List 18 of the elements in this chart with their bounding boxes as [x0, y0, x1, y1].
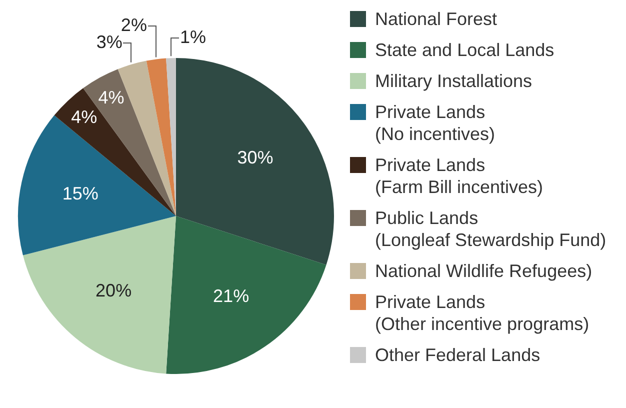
legend-label: Private Lands (Farm Bill incentives)	[375, 154, 544, 198]
legend-label: National Wildlife Refugees)	[375, 260, 592, 282]
legend-label: Private Lands (No incentives)	[375, 101, 496, 145]
data-label: 4%	[71, 107, 98, 128]
data-label: 20%	[96, 280, 132, 300]
legend-label: Private Lands (Other incentive programs)	[375, 291, 590, 335]
data-label: 4%	[98, 87, 124, 108]
legend-label: National Forest	[375, 8, 498, 30]
data-label: 30%	[237, 147, 274, 168]
data-label: 2%	[120, 14, 147, 35]
legend-label: Public Lands (Longleaf Stewardship Fund)	[375, 207, 606, 251]
data-label: 1%	[180, 26, 206, 47]
legend-label: Military Installations	[375, 70, 532, 92]
data-label: 15%	[62, 184, 98, 204]
data-label: 21%	[213, 286, 250, 306]
legend-label: State and Local Lands	[375, 39, 554, 61]
legend-label: Other Federal Lands	[375, 344, 540, 366]
data-label: 3%	[96, 32, 122, 52]
